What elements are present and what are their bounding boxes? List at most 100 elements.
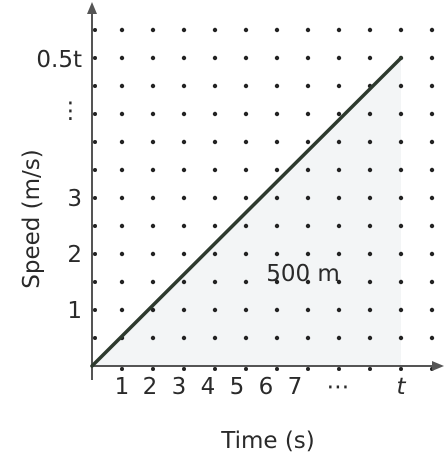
grid-dot xyxy=(150,307,156,313)
grid-dot xyxy=(336,335,342,341)
x-tick-label: 5 xyxy=(230,374,245,400)
grid-dot xyxy=(181,111,187,117)
grid-dot xyxy=(274,335,280,341)
grid-dot xyxy=(119,83,125,89)
y-tick-label: ⋮ xyxy=(59,98,82,124)
grid-dot xyxy=(305,111,311,117)
grid-dot xyxy=(398,251,404,257)
grid-dot xyxy=(305,335,311,341)
grid-dot xyxy=(150,83,156,89)
x-axis-tick-dot xyxy=(275,367,279,371)
grid-dot xyxy=(429,83,435,89)
grid-dot xyxy=(181,27,187,33)
grid-dot xyxy=(243,195,249,201)
grid-dot xyxy=(336,55,342,61)
x-axis-tick-dot xyxy=(182,367,186,371)
grid-dot xyxy=(181,195,187,201)
grid-dot xyxy=(212,279,218,285)
x-axis-tick-dot xyxy=(306,367,310,371)
grid-dot xyxy=(429,195,435,201)
grid-dot xyxy=(398,195,404,201)
y-axis-arrow xyxy=(87,2,97,14)
grid-dot xyxy=(336,27,342,33)
y-axis-tick-dot xyxy=(93,308,97,312)
grid-dot xyxy=(212,27,218,33)
y-axis-tick-dot xyxy=(93,140,97,144)
grid-dot xyxy=(367,111,373,117)
grid-dot xyxy=(212,307,218,313)
grid-dot xyxy=(429,167,435,173)
grid-dot xyxy=(212,335,218,341)
grid-dot xyxy=(398,307,404,313)
dot-grid xyxy=(93,27,435,371)
grid-dot xyxy=(398,83,404,89)
grid-dot xyxy=(150,251,156,257)
grid-dot xyxy=(336,167,342,173)
grid-dot xyxy=(119,27,125,33)
grid-dot xyxy=(212,139,218,145)
grid-dot xyxy=(398,27,404,33)
y-tick-labels: 1 2 3 ⋮ 0.5t xyxy=(36,47,82,324)
x-tick-label: 6 xyxy=(259,374,274,400)
grid-dot xyxy=(367,195,373,201)
x-axis-tick-dot xyxy=(337,367,341,371)
grid-dot xyxy=(367,167,373,173)
x-axis-tick-dot xyxy=(151,367,155,371)
x-tick-label: 1 xyxy=(115,374,130,400)
grid-dot xyxy=(336,111,342,117)
grid-dot xyxy=(398,279,404,285)
grid-dot xyxy=(398,223,404,229)
grid-dot xyxy=(305,279,311,285)
grid-dot xyxy=(305,251,311,257)
grid-dot xyxy=(429,55,435,61)
grid-dot xyxy=(119,279,125,285)
grid-dot xyxy=(336,251,342,257)
grid-dot xyxy=(119,307,125,313)
grid-dot xyxy=(336,223,342,229)
grid-dot xyxy=(212,195,218,201)
grid-dot xyxy=(274,223,280,229)
grid-dot xyxy=(243,55,249,61)
grid-dot xyxy=(212,55,218,61)
grid-dot xyxy=(274,139,280,145)
grid-dot xyxy=(398,111,404,117)
grid-dot xyxy=(429,139,435,145)
grid-dot xyxy=(243,223,249,229)
grid-dot xyxy=(212,251,218,257)
grid-dot xyxy=(367,251,373,257)
grid-dot xyxy=(336,83,342,89)
grid-dot xyxy=(305,195,311,201)
area-annotation: 500 m xyxy=(266,261,340,287)
grid-dot xyxy=(274,27,280,33)
grid-dot xyxy=(305,55,311,61)
grid-dot xyxy=(336,279,342,285)
x-axis-tick-dot xyxy=(399,367,403,371)
grid-dot xyxy=(274,83,280,89)
grid-dot xyxy=(243,335,249,341)
grid-dot xyxy=(367,223,373,229)
x-tick-label: 7 xyxy=(288,374,303,400)
grid-dot xyxy=(243,111,249,117)
grid-dot xyxy=(181,139,187,145)
y-axis-tick-dot xyxy=(93,112,97,116)
y-axis-tick-dot xyxy=(93,224,97,228)
grid-dot xyxy=(305,83,311,89)
x-tick-labels: 1 2 3 4 5 6 7 ⋯ t xyxy=(115,374,407,400)
y-axis-tick-dot xyxy=(93,336,97,340)
grid-dot xyxy=(181,55,187,61)
grid-dot xyxy=(274,307,280,313)
x-tick-label: 4 xyxy=(201,374,216,400)
grid-dot xyxy=(150,335,156,341)
grid-dot xyxy=(429,307,435,313)
grid-dot xyxy=(119,167,125,173)
y-axis-label: Speed (m/s) xyxy=(19,149,45,289)
x-axis-tick-dot xyxy=(244,367,248,371)
y-axis-tick-dot xyxy=(93,252,97,256)
grid-dot xyxy=(243,139,249,145)
grid-dot xyxy=(150,27,156,33)
grid-dot xyxy=(243,83,249,89)
grid-dot xyxy=(367,139,373,145)
x-tick-label: t xyxy=(396,374,406,400)
y-tick-label: 0.5t xyxy=(36,47,82,73)
grid-dot xyxy=(150,55,156,61)
